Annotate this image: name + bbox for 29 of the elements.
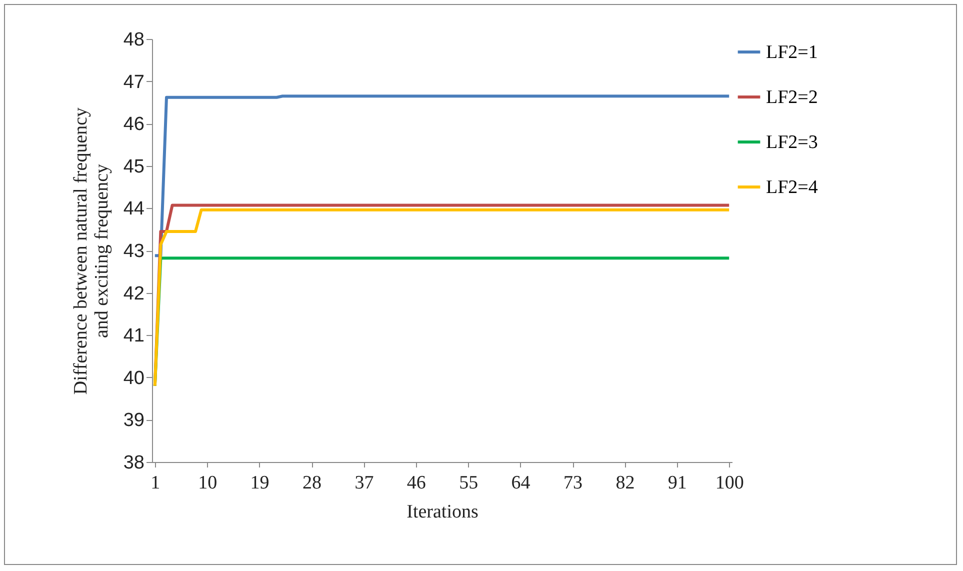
y-tick-label: 47 (123, 72, 144, 93)
x-tick-label: 37 (354, 472, 374, 494)
x-tick-label: 1 (150, 472, 160, 494)
legend-label: LF2=4 (766, 177, 818, 198)
x-tick-label: 46 (406, 472, 426, 494)
y-tick-label: 45 (123, 156, 144, 178)
x-tick-label: 82 (616, 472, 635, 494)
y-tick-label: 39 (123, 410, 144, 432)
legend-label: LF2=2 (766, 87, 818, 108)
legend-label: LF2=3 (766, 132, 818, 153)
y-tick-label: 38 (123, 452, 144, 474)
x-tick-label: 55 (459, 472, 478, 494)
x-tick-label: 19 (250, 472, 270, 494)
y-axis-title: Difference between natural frequency and exciting frequency (70, 106, 112, 395)
x-tick-label: 10 (198, 472, 218, 494)
x-tick-label: 64 (511, 472, 531, 494)
y-tick-label: 40 (123, 368, 144, 389)
x-tick-label: 91 (668, 472, 687, 494)
x-axis-title: Iterations (406, 502, 478, 522)
x-tick-label: 100 (715, 472, 744, 494)
y-tick-label: 41 (123, 326, 144, 347)
y-tick-label: 46 (123, 114, 144, 136)
y-tick-label: 43 (123, 241, 144, 262)
x-tick-label: 73 (564, 472, 582, 494)
y-tick-label: 44 (123, 198, 145, 220)
y-tick-label: 48 (123, 30, 144, 50)
y-tick-label: 42 (123, 283, 144, 304)
x-tick-label: 28 (302, 472, 322, 494)
legend-label: LF2=1 (766, 42, 818, 63)
